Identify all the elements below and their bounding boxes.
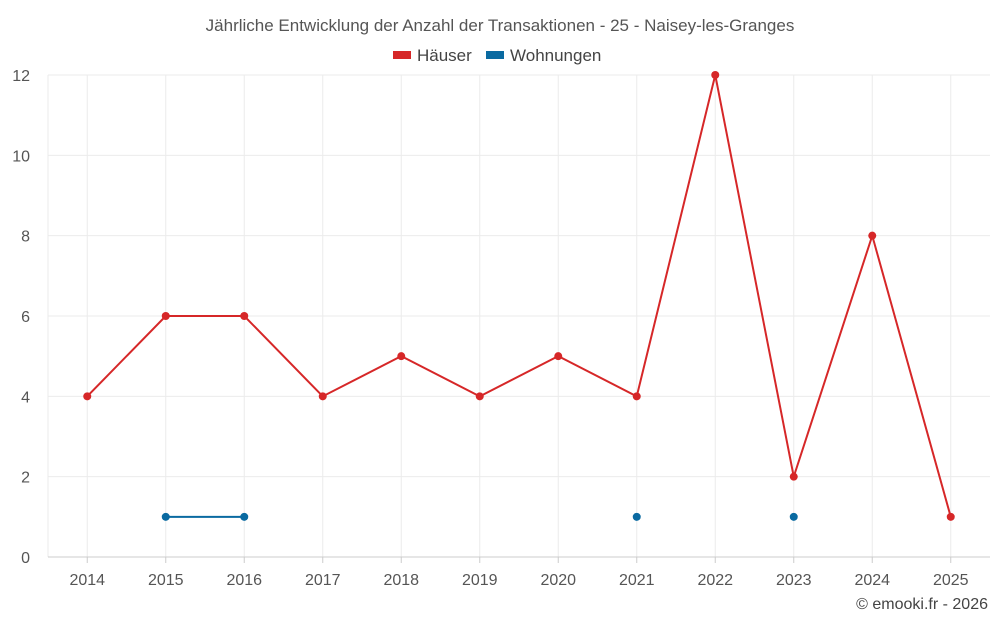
y-tick-label: 2 [21,470,30,487]
y-tick-label: 0 [21,550,30,567]
series-line-haeuser [86,74,952,518]
legend-item-haeuser[interactable]: Häuser [393,46,472,65]
data-point-haeuser[interactable] [711,71,720,79]
legend-label-wohnungen[interactable]: Wohnungen [510,46,601,65]
chart-title: Jährliche Entwicklung der Anzahl der Tra… [206,16,795,35]
data-point-haeuser[interactable] [554,352,563,361]
legend-swatch-haeuser [393,51,411,59]
data-point-haeuser[interactable] [632,392,641,401]
data-point-wohnungen[interactable] [632,512,641,521]
y-axis-ticks: 0 2 4 6 8 10 12 [12,68,30,567]
legend-item-wohnungen[interactable]: Wohnungen [486,46,601,65]
x-tick-label: 2016 [226,572,262,589]
y-tick-label: 12 [12,68,30,85]
legend-swatch-wohnungen [486,51,504,59]
data-point-haeuser[interactable] [868,231,877,240]
x-tick-label: 2023 [776,572,812,589]
legend-label-haeuser[interactable]: Häuser [417,46,472,65]
data-point-haeuser[interactable] [397,352,406,361]
x-tick-label: 2020 [540,572,576,589]
series [83,71,955,521]
x-tick-label: 2025 [933,572,969,589]
data-point-wohnungen[interactable] [240,512,249,521]
credit-text: © emooki.fr - 2026 [856,596,988,613]
series-haeuser [83,71,955,521]
y-tick-label: 10 [12,148,30,165]
data-point-haeuser[interactable] [789,472,798,481]
legend[interactable]: Häuser Wohnungen [393,46,601,65]
x-tick-label: 2021 [619,572,655,589]
data-point-haeuser[interactable] [318,392,327,401]
y-tick-label: 4 [21,389,30,406]
x-tick-label: 2024 [854,572,890,589]
data-point-haeuser[interactable] [83,392,92,401]
y-tick-label: 8 [21,229,30,246]
x-tick-label: 2022 [697,572,733,589]
data-point-wohnungen[interactable] [161,512,170,521]
x-tick-label: 2019 [462,572,498,589]
x-tick-label: 2015 [148,572,184,589]
data-point-haeuser[interactable] [161,312,170,320]
data-point-haeuser[interactable] [240,312,249,320]
data-point-haeuser[interactable] [946,512,955,521]
x-axis-ticks: 2014 2015 2016 2017 2018 2019 2020 2021 2022 2023… [69,557,969,589]
y-tick-label: 6 [21,309,30,326]
x-tick-label: 2014 [69,572,105,589]
series-wohnungen [161,512,798,521]
x-tick-label: 2018 [383,572,419,589]
data-point-haeuser[interactable] [475,392,484,401]
data-point-wohnungen[interactable] [789,512,798,521]
grid [47,74,990,557]
x-tick-label: 2017 [305,572,341,589]
